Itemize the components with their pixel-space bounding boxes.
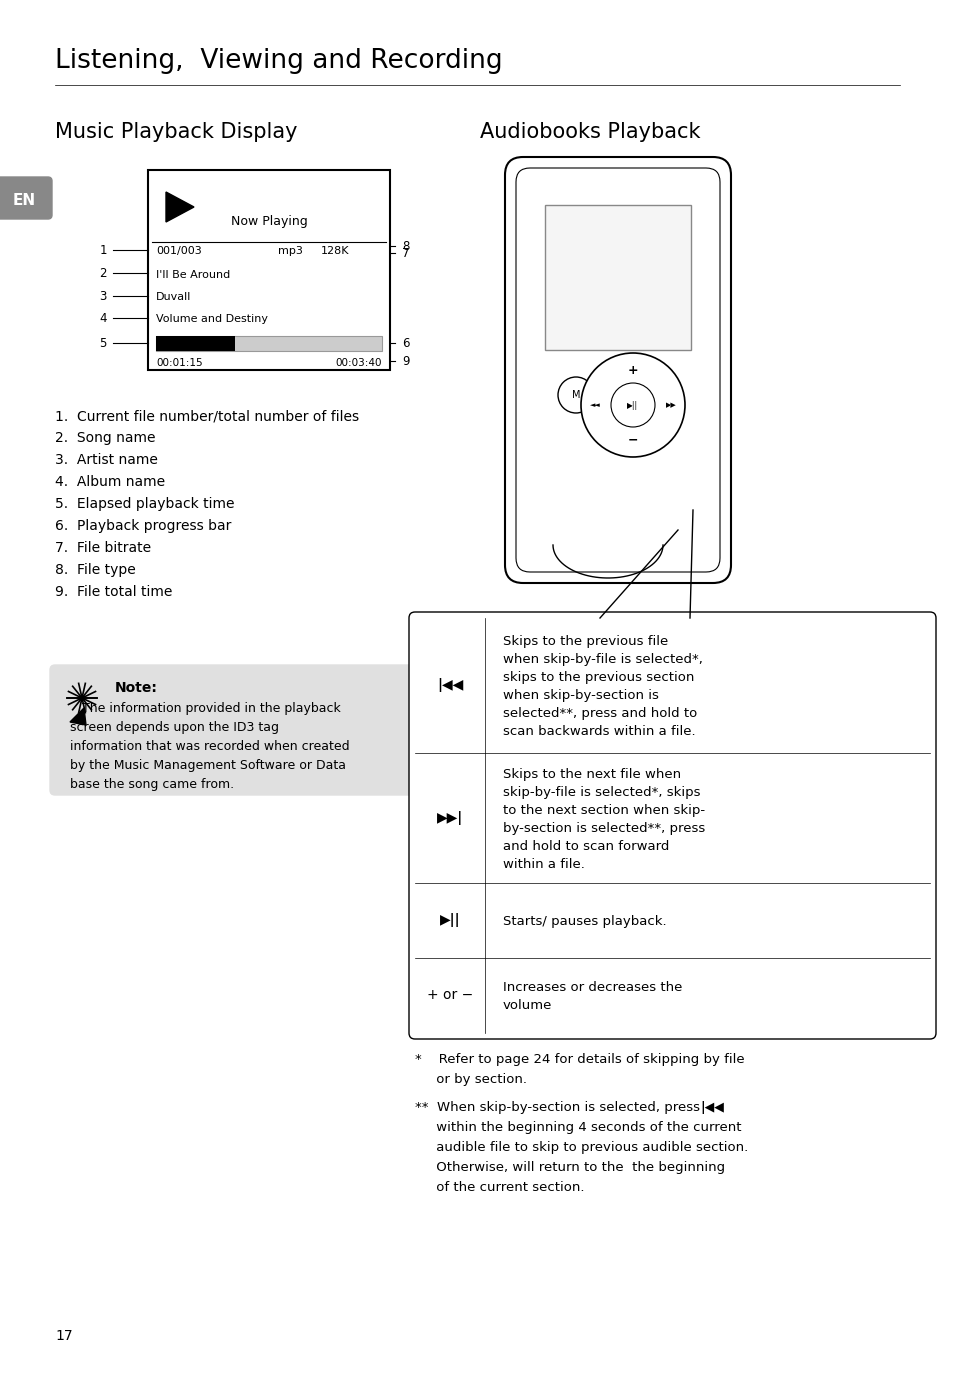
Text: 6.  Playback progress bar: 6. Playback progress bar [55,519,232,533]
Text: EN: EN [12,192,35,207]
Text: Skips to the next file when: Skips to the next file when [502,768,680,780]
Text: 9: 9 [401,354,409,367]
Circle shape [558,376,594,414]
Polygon shape [70,708,86,725]
Bar [156,337,234,350]
Text: 8: 8 [401,239,409,253]
Text: and hold to scan forward: and hold to scan forward [502,840,669,853]
Text: 6: 6 [401,337,409,349]
Text: −: − [627,434,638,447]
Text: |◀◀: |◀◀ [436,677,462,692]
Text: 1.  Current file number/total number of files: 1. Current file number/total number of f… [55,409,358,423]
Text: ▶▶: ▶▶ [665,403,676,408]
Circle shape [610,383,655,427]
Text: Increases or decreases the: Increases or decreases the [502,981,681,993]
Text: skips to the previous section: skips to the previous section [502,671,694,684]
Text: by-section is selected**, press: by-section is selected**, press [502,822,704,835]
Text: ▶||: ▶|| [439,912,460,927]
Text: Starts/ pauses playback.: Starts/ pauses playback. [502,915,666,927]
Text: 3: 3 [99,290,107,302]
Text: 001/003: 001/003 [156,246,201,256]
FancyBboxPatch shape [0,177,52,218]
Text: 4: 4 [99,312,107,324]
Text: of the current section.: of the current section. [415,1182,584,1194]
FancyBboxPatch shape [50,665,430,796]
Text: 1: 1 [99,243,107,257]
Text: 4.  Album name: 4. Album name [55,475,165,489]
Circle shape [580,353,684,458]
Text: Music Playback Display: Music Playback Display [55,122,297,142]
FancyBboxPatch shape [504,157,730,583]
Bar [148,170,390,370]
Text: Volume and Destiny: Volume and Destiny [156,315,268,324]
Text: 2: 2 [99,267,107,279]
Text: 8.  File type: 8. File type [55,563,135,577]
Text: *    Refer to page 24 for details of skipping by file: * Refer to page 24 for details of skippi… [415,1052,744,1066]
Text: 5.  Elapsed playback time: 5. Elapsed playback time [55,497,234,511]
Text: ▶▶|: ▶▶| [436,811,462,824]
Text: 3.  Artist name: 3. Artist name [55,453,157,467]
Text: information that was recorded when created: information that was recorded when creat… [70,741,349,753]
Text: Now Playing: Now Playing [231,214,307,228]
Text: 9.  File total time: 9. File total time [55,585,172,599]
Polygon shape [166,192,193,223]
Text: 7.  File bitrate: 7. File bitrate [55,541,151,555]
Text: **  When skip-by-section is selected, press: ** When skip-by-section is selected, pre… [415,1101,708,1114]
Text: |◀◀: |◀◀ [700,1101,723,1114]
Text: + or −: + or − [426,988,473,1002]
Text: +: + [627,364,638,376]
Text: or by section.: or by section. [415,1073,526,1085]
FancyBboxPatch shape [409,611,935,1039]
Text: M: M [571,390,579,400]
Text: Audiobooks Playback: Audiobooks Playback [479,122,700,142]
Text: scan backwards within a file.: scan backwards within a file. [502,725,695,738]
Text: 00:03:40: 00:03:40 [335,359,381,368]
Text: mp3: mp3 [277,246,302,256]
Text: Listening,  Viewing and Recording: Listening, Viewing and Recording [55,48,502,74]
Text: 2.  Song name: 2. Song name [55,431,155,445]
Text: 17: 17 [55,1329,72,1342]
Text: Duvall: Duvall [156,293,192,302]
Text: audible file to skip to previous audible section.: audible file to skip to previous audible… [415,1140,747,1154]
Text: within a file.: within a file. [502,857,584,871]
Text: when skip-by-file is selected*,: when skip-by-file is selected*, [502,653,702,666]
Text: volume: volume [502,999,552,1013]
Text: 00:01:15: 00:01:15 [156,359,202,368]
Text: by the Music Management Software or Data: by the Music Management Software or Data [70,758,346,772]
Text: within the beginning 4 seconds of the current: within the beginning 4 seconds of the cu… [415,1121,740,1134]
Text: The information provided in the playback: The information provided in the playback [70,702,340,714]
Text: base the song came from.: base the song came from. [70,778,233,791]
Text: ▶||: ▶|| [627,400,638,409]
Text: 128K: 128K [320,246,349,256]
Text: I'll Be Around: I'll Be Around [156,271,230,280]
Text: Skips to the previous file: Skips to the previous file [502,635,667,649]
Text: when skip-by-section is: when skip-by-section is [502,688,659,702]
Text: selected**, press and hold to: selected**, press and hold to [502,708,697,720]
Text: screen depends upon the ID3 tag: screen depends upon the ID3 tag [70,721,278,734]
Text: Otherwise, will return to the  the beginning: Otherwise, will return to the the beginn… [415,1161,724,1173]
Text: 7: 7 [401,246,409,260]
Bar [156,337,381,350]
Text: ◄◄: ◄◄ [589,403,599,408]
Text: skip-by-file is selected*, skips: skip-by-file is selected*, skips [502,786,700,800]
Text: 5: 5 [99,337,107,349]
Text: to the next section when skip-: to the next section when skip- [502,804,704,818]
Bar [544,205,690,350]
Text: Note:: Note: [115,682,157,695]
